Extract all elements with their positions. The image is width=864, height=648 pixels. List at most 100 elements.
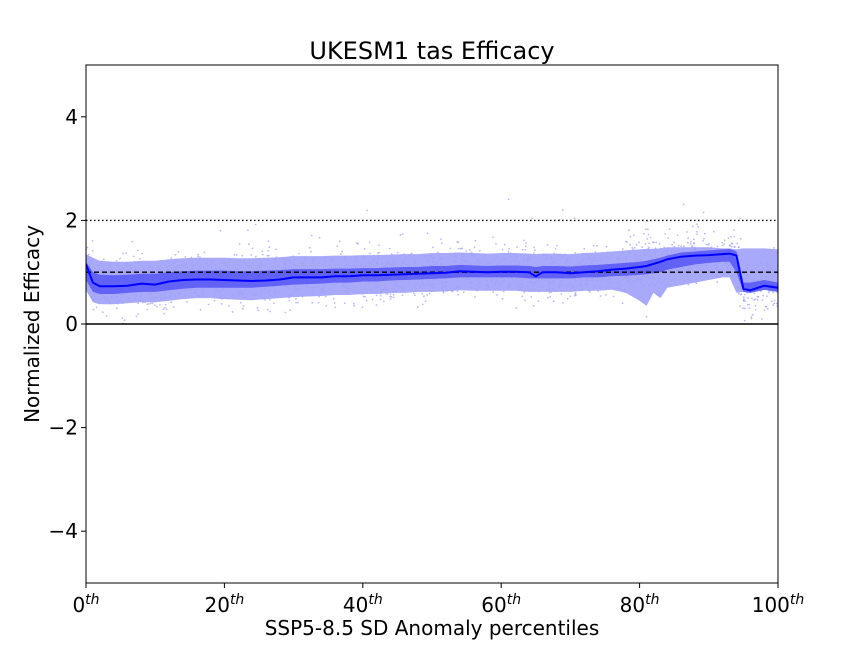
scatter-point bbox=[664, 233, 667, 235]
scatter-point bbox=[644, 243, 647, 245]
scatter-point bbox=[682, 203, 685, 206]
scatter-point bbox=[737, 292, 740, 295]
scatter-point bbox=[533, 252, 535, 255]
scatter-point bbox=[646, 228, 649, 231]
scatter-point bbox=[177, 250, 180, 253]
scatter-point bbox=[432, 246, 434, 249]
scatter-point bbox=[91, 240, 94, 242]
scatter-point bbox=[624, 240, 627, 243]
scatter-point bbox=[318, 236, 321, 239]
scatter-point bbox=[765, 305, 767, 308]
scatter-point bbox=[386, 292, 389, 295]
scatter-point bbox=[153, 304, 156, 307]
scatter-point bbox=[496, 294, 498, 296]
scatter-point bbox=[95, 306, 98, 309]
scatter-point bbox=[750, 316, 753, 318]
scatter-point bbox=[495, 242, 497, 245]
scatter-point bbox=[231, 311, 234, 313]
x-tick-label: 80th bbox=[620, 592, 660, 617]
scatter-point bbox=[197, 253, 200, 256]
scatter-point bbox=[737, 246, 740, 249]
scatter-point bbox=[462, 291, 465, 293]
scatter-point bbox=[733, 229, 735, 231]
scatter-point bbox=[325, 304, 328, 307]
scatter-point bbox=[508, 247, 510, 250]
scatter-point bbox=[649, 236, 652, 239]
scatter-point bbox=[599, 295, 602, 297]
scatter-point bbox=[556, 244, 558, 247]
scatter-point bbox=[632, 234, 635, 237]
scatter-point bbox=[736, 242, 739, 245]
scatter-point bbox=[521, 248, 524, 251]
scatter-point bbox=[635, 243, 638, 246]
scatter-point bbox=[428, 292, 431, 295]
scatter-point bbox=[273, 302, 275, 305]
scatter-point bbox=[197, 255, 200, 258]
scatter-point bbox=[621, 248, 624, 250]
y-tick-label: 0 bbox=[65, 312, 78, 336]
scatter-point bbox=[631, 246, 634, 249]
scatter-point bbox=[547, 296, 549, 299]
scatter-point bbox=[683, 245, 685, 248]
scatter-point bbox=[289, 309, 291, 312]
scatter-point bbox=[233, 253, 236, 256]
scatter-point bbox=[753, 299, 755, 301]
scatter-point bbox=[119, 257, 121, 260]
scatter-point bbox=[739, 237, 742, 240]
scatter-point bbox=[248, 243, 250, 246]
scatter-point bbox=[546, 244, 549, 246]
scatter-point bbox=[86, 246, 89, 249]
scatter-point bbox=[401, 294, 404, 297]
scatter-point bbox=[137, 302, 140, 305]
scatter-point bbox=[693, 242, 695, 244]
scatter-point bbox=[644, 228, 647, 231]
scatter-point bbox=[91, 249, 94, 252]
scatter-point bbox=[311, 301, 314, 304]
scatter-point bbox=[638, 241, 640, 244]
scatter-point bbox=[759, 290, 762, 293]
scatter-point bbox=[743, 319, 746, 322]
scatter-point bbox=[122, 252, 125, 255]
scatter-point bbox=[646, 238, 649, 240]
scatter-point bbox=[361, 306, 364, 309]
scatter-point bbox=[524, 299, 526, 302]
scatter-point bbox=[266, 308, 269, 311]
scatter-point bbox=[199, 256, 201, 258]
scatter-point bbox=[742, 300, 745, 302]
scatter-point bbox=[456, 241, 459, 243]
scatter-point bbox=[318, 295, 320, 298]
scatter-point bbox=[261, 253, 264, 256]
scatter-point bbox=[257, 309, 260, 312]
scatter-point bbox=[742, 296, 745, 299]
scatter-point bbox=[288, 299, 291, 302]
scatter-point bbox=[355, 242, 358, 245]
scatter-point bbox=[574, 251, 577, 254]
y-tick-label: −4 bbox=[49, 519, 78, 543]
scatter-point bbox=[515, 307, 518, 309]
scatter-point bbox=[524, 245, 527, 248]
scatter-point bbox=[105, 315, 108, 317]
scatter-point bbox=[562, 302, 564, 304]
scatter-point bbox=[502, 290, 505, 293]
scatter-point bbox=[604, 294, 607, 296]
scatter-point bbox=[163, 312, 166, 315]
scatter-point bbox=[382, 300, 385, 303]
scatter-point bbox=[266, 254, 269, 257]
scatter-point bbox=[465, 250, 468, 252]
scatter-point bbox=[295, 297, 297, 300]
scatter-point bbox=[170, 257, 173, 259]
scatter-point bbox=[310, 251, 312, 253]
scatter-point bbox=[357, 243, 359, 245]
scatter-point bbox=[621, 302, 624, 304]
scatter-point bbox=[754, 298, 757, 301]
y-tick-label: 4 bbox=[65, 105, 78, 129]
scatter-point bbox=[705, 243, 708, 246]
scatter-point bbox=[324, 295, 327, 298]
scatter-point bbox=[689, 243, 692, 245]
scatter-point bbox=[238, 243, 241, 245]
scatter-point bbox=[653, 241, 655, 244]
scatter-point bbox=[131, 240, 134, 243]
scatter-point bbox=[703, 232, 706, 235]
scatter-point bbox=[116, 307, 118, 310]
scatter-point bbox=[753, 292, 756, 295]
